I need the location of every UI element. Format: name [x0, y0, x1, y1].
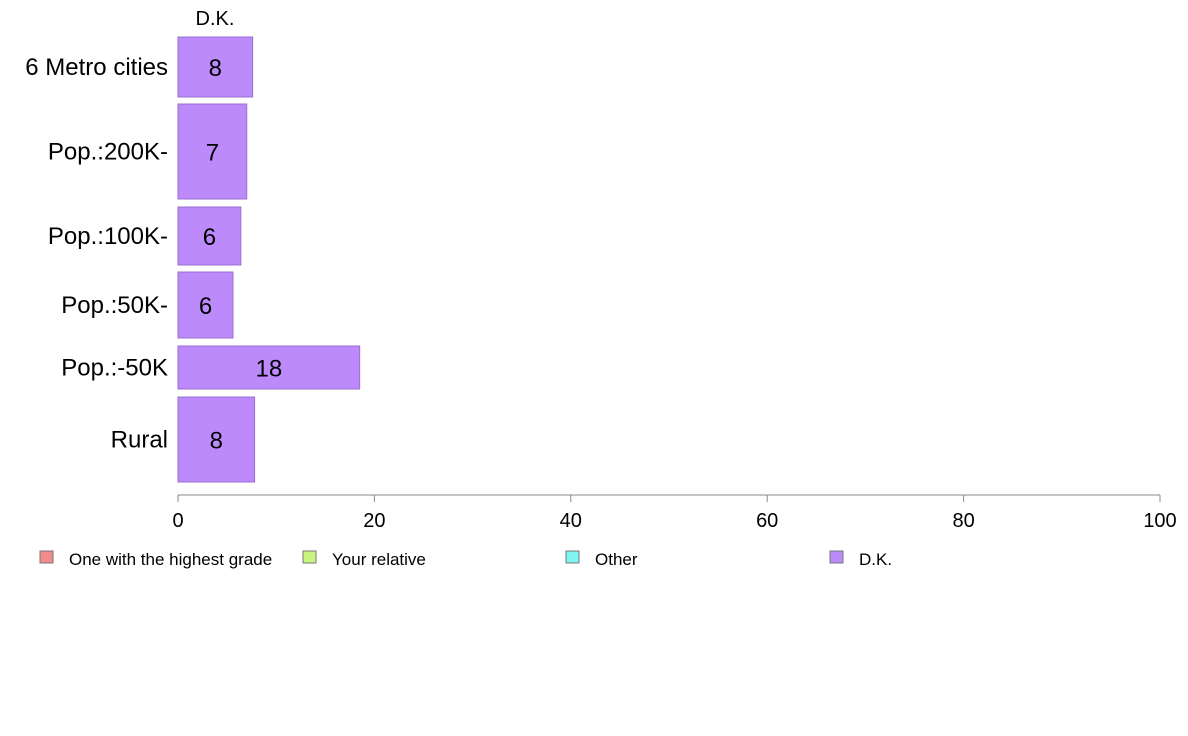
- legend-swatch: [829, 550, 844, 564]
- top-series-label: D.K.: [196, 8, 235, 30]
- bar: [177, 103, 248, 200]
- legend-entry-label: D.K.: [859, 550, 892, 569]
- bar: [177, 396, 256, 483]
- category-label: Pop.:50K-: [61, 292, 168, 319]
- legend-entry-label: Other: [595, 550, 638, 569]
- legend-swatch: [565, 550, 580, 564]
- bar-value-label: 7: [206, 140, 219, 167]
- legend-swatch: [39, 550, 54, 564]
- category-label: Rural: [111, 427, 168, 454]
- x-tick-label: 100: [1143, 510, 1176, 532]
- x-tick-label: 0: [172, 510, 183, 532]
- bar-value-label: 6: [203, 224, 216, 251]
- x-tick-label: 80: [952, 510, 974, 532]
- bar-value-label: 6: [199, 293, 212, 320]
- category-label: 6 Metro cities: [25, 54, 168, 81]
- bar-value-label: 8: [210, 428, 223, 455]
- bar: [177, 345, 361, 390]
- bar-value-label: 8: [209, 55, 222, 82]
- x-tick-label: 60: [756, 510, 778, 532]
- category-label: Pop.:-50K: [61, 355, 168, 382]
- legend-swatch: [302, 550, 317, 564]
- bar-value-label: 18: [255, 356, 282, 383]
- category-label: Pop.:200K-: [48, 139, 168, 166]
- x-tick-label: 40: [560, 510, 582, 532]
- legend-entry-label: One with the highest grade: [69, 550, 272, 569]
- bar: [177, 271, 234, 339]
- bars-group: 6 Metro cities 8 Pop.:200K- 7 Pop.:100K- 6 Pop…: [25, 36, 361, 483]
- x-axis: 0 20 40 60 80 100: [172, 494, 1177, 532]
- x-tick-label: 20: [363, 510, 385, 532]
- legend-entry-label: Your relative: [332, 550, 426, 569]
- bar: [177, 36, 254, 98]
- category-label: Pop.:100K-: [48, 223, 168, 250]
- legend: One with the highest grade Your relative O…: [39, 550, 892, 569]
- bar: [177, 206, 242, 266]
